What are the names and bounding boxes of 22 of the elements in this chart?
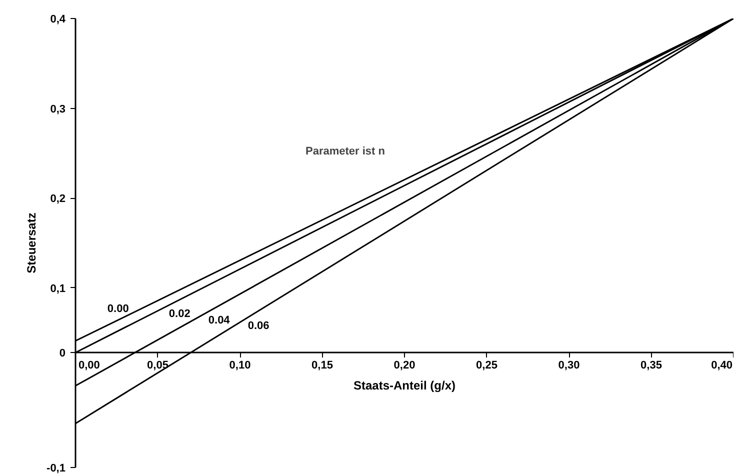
series-label: 0.00 <box>107 303 129 316</box>
x-tick-label: 0,35 <box>640 360 662 372</box>
x-tick-label: 0,15 <box>312 360 333 372</box>
series-label: 0.04 <box>208 314 231 326</box>
y-axis-title: Steuersatz <box>24 212 39 274</box>
x-tick-label: 0,00 <box>78 360 100 372</box>
annotation: Parameter ist n <box>306 146 386 158</box>
x-tick-label: 0,20 <box>394 360 416 372</box>
y-tick-label: 0,3 <box>50 103 66 116</box>
series-label: 0.02 <box>168 308 190 320</box>
y-tick-label: -0,1 <box>46 462 66 474</box>
x-tick-label: 0,10 <box>229 360 251 372</box>
x-axis-title: Staats-Anteil (g/x) <box>353 378 456 393</box>
series-label: 0.06 <box>248 320 270 332</box>
x-tick-label: 0,30 <box>558 360 580 372</box>
x-tick-label: 0,05 <box>147 360 168 372</box>
y-tick-label: 0,2 <box>50 193 66 206</box>
y-tick-label: 0 <box>59 348 66 360</box>
x-tick-label: 0,40 <box>711 360 733 372</box>
y-tick-label: 0,1 <box>50 282 66 295</box>
x-tick-label: 0,25 <box>476 360 498 372</box>
y-tick-label: 0,4 <box>50 14 66 26</box>
